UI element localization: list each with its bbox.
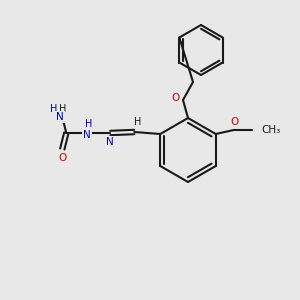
Text: N: N [56,112,64,122]
Text: O: O [231,117,239,127]
Text: H: H [85,119,92,129]
Text: N: N [106,137,114,147]
Text: H: H [134,117,141,127]
Text: H: H [50,104,57,114]
Text: O: O [171,93,179,103]
Text: CH₃: CH₃ [262,125,281,135]
Text: H: H [58,104,66,114]
Text: O: O [58,153,66,163]
Text: N: N [83,130,91,140]
